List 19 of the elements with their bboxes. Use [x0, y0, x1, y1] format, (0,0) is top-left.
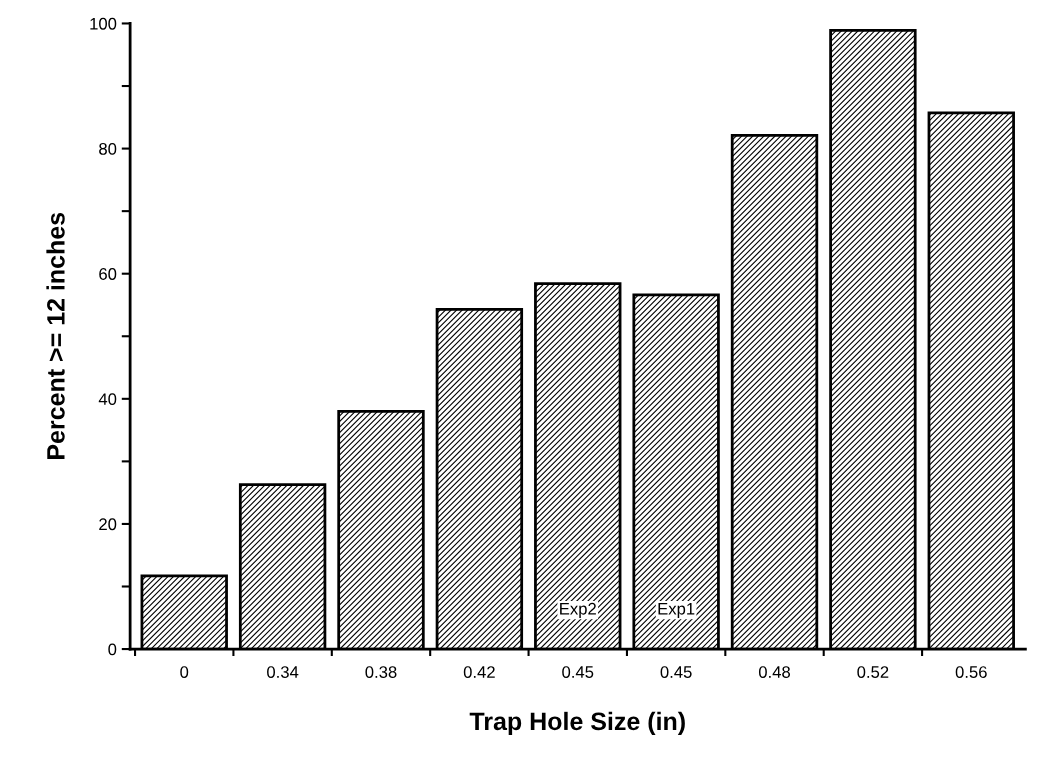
- x-tick-label: 0.34: [267, 666, 299, 678]
- x-tick-label: 0.45: [660, 666, 692, 678]
- x-tick-label: 0.38: [365, 666, 397, 678]
- y-tick-label: 100: [90, 17, 117, 30]
- y-tick-label: 20: [99, 518, 117, 531]
- annotation: Exp2: [560, 602, 596, 618]
- x-tick-label: 0.42: [463, 666, 495, 678]
- annotation: Exp1: [658, 603, 695, 618]
- y-tick-label: 60: [99, 268, 117, 280]
- x-tick-label: 0.52: [857, 666, 889, 678]
- x-tick-label: 0.56: [955, 666, 987, 678]
- x-axis-title: Trap Hole Size (in): [469, 711, 685, 736]
- y-tick-label: 0: [108, 643, 117, 656]
- y-axis-title: Percent >= 12 inches: [46, 212, 65, 459]
- y-tick-label: 40: [98, 393, 117, 406]
- x-tick-label: 0: [180, 666, 189, 678]
- x-tick-label: 0.45: [562, 666, 594, 678]
- y-tick-label: 80: [99, 142, 117, 155]
- x-tick-label: 0.48: [758, 666, 791, 678]
